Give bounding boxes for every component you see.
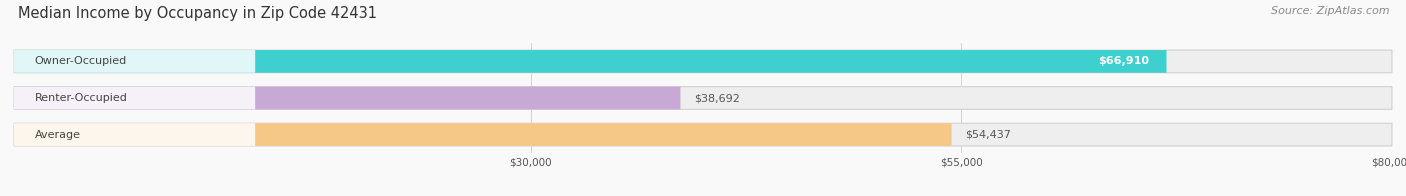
- FancyBboxPatch shape: [14, 50, 256, 73]
- Text: Owner-Occupied: Owner-Occupied: [35, 56, 127, 66]
- FancyBboxPatch shape: [14, 50, 1167, 73]
- FancyBboxPatch shape: [14, 87, 1392, 109]
- FancyBboxPatch shape: [14, 50, 1392, 73]
- Text: Renter-Occupied: Renter-Occupied: [35, 93, 128, 103]
- Text: Source: ZipAtlas.com: Source: ZipAtlas.com: [1271, 6, 1389, 16]
- FancyBboxPatch shape: [14, 123, 1392, 146]
- Text: $38,692: $38,692: [695, 93, 740, 103]
- FancyBboxPatch shape: [14, 87, 256, 109]
- FancyBboxPatch shape: [14, 123, 256, 146]
- FancyBboxPatch shape: [14, 123, 952, 146]
- FancyBboxPatch shape: [14, 87, 681, 109]
- Text: Average: Average: [35, 130, 80, 140]
- Text: $54,437: $54,437: [966, 130, 1011, 140]
- Text: $66,910: $66,910: [1098, 56, 1149, 66]
- Text: Median Income by Occupancy in Zip Code 42431: Median Income by Occupancy in Zip Code 4…: [18, 6, 377, 21]
